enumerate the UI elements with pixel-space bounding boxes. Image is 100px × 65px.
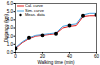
svg-text:Walking time (min): Walking time (min): [37, 60, 75, 65]
svg-text:60: 60: [94, 54, 100, 59]
svg-text:40: 40: [67, 54, 73, 59]
svg-text:0: 0: [14, 54, 17, 59]
svg-text:6.0: 6.0: [7, 1, 14, 6]
svg-text:20: 20: [40, 54, 46, 59]
html-text:Cal. curve: Cal. curve: [25, 3, 43, 8]
svg-text:1.0: 1.0: [6, 41, 13, 47]
svg-text:4.0: 4.0: [6, 17, 13, 23]
html-text:Sim. curve: Sim. curve: [25, 7, 44, 13]
svg-text:2.0: 2.0: [6, 33, 13, 39]
svg-text:Distance (km): Distance (km): [4, 14, 9, 42]
svg-text:0.0: 0.0: [7, 50, 14, 55]
svg-text:3.0: 3.0: [6, 25, 13, 31]
html-text:Meas. data: Meas. data: [25, 12, 45, 18]
svg-text:5.0: 5.0: [7, 9, 14, 14]
